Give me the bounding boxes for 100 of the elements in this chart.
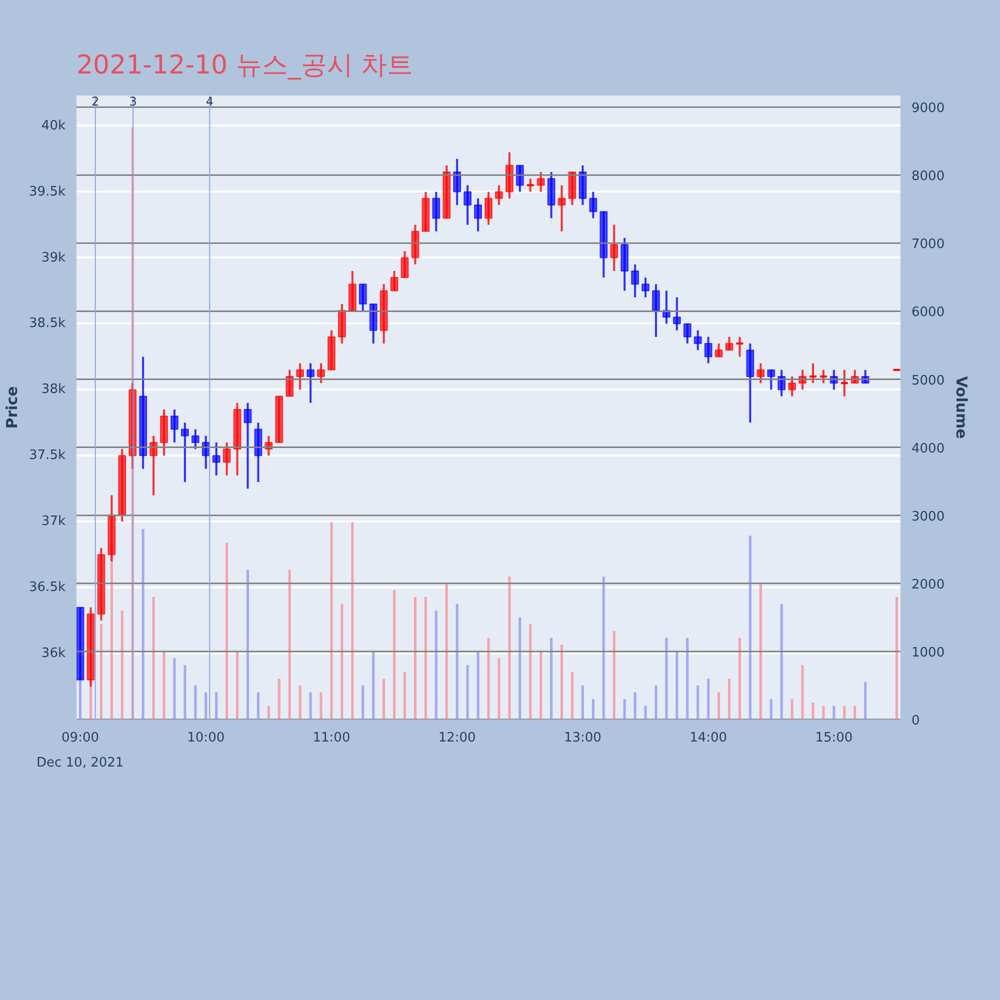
candlestick xyxy=(464,184,472,226)
candlestick xyxy=(358,283,367,312)
candlestick xyxy=(150,434,158,496)
bar xyxy=(456,604,458,720)
bar xyxy=(382,678,386,720)
bar xyxy=(759,583,762,720)
bar xyxy=(434,610,438,720)
bar xyxy=(393,590,396,720)
x-tick-label: 11:00 xyxy=(312,730,350,746)
candlestick xyxy=(631,263,640,298)
y2-tick-label: 9000 xyxy=(912,101,945,116)
bar xyxy=(288,570,291,720)
bar xyxy=(895,597,898,720)
candlestick xyxy=(453,158,462,206)
bar xyxy=(424,597,427,720)
candlestick xyxy=(495,184,503,206)
candlestick xyxy=(778,368,786,398)
candlestick xyxy=(767,368,776,391)
bar xyxy=(560,644,564,720)
candlestick xyxy=(432,190,440,232)
candlestick xyxy=(714,342,723,358)
y2-tick-label: 0 xyxy=(912,714,920,728)
y2-tick-label: 2000 xyxy=(912,577,945,592)
candlestick xyxy=(558,184,566,232)
bar xyxy=(748,536,752,720)
candlestick xyxy=(474,197,482,232)
candlestick xyxy=(212,441,220,476)
y2-axis-title: Volume xyxy=(952,376,971,439)
y-tick-label: 40k xyxy=(41,118,66,134)
y-tick-label: 38k xyxy=(41,382,66,398)
bar xyxy=(696,685,700,720)
bar xyxy=(581,685,584,720)
bar xyxy=(142,528,144,720)
candlestick xyxy=(400,250,409,279)
bar xyxy=(728,678,731,720)
bar xyxy=(320,692,322,720)
candlestick xyxy=(222,441,231,476)
bar xyxy=(801,665,804,720)
bar xyxy=(236,651,239,720)
bar xyxy=(654,685,658,720)
bar xyxy=(623,699,626,720)
bar xyxy=(550,638,553,720)
bar xyxy=(780,604,783,720)
candlestick xyxy=(704,336,712,364)
y-tick-label: 38.5k xyxy=(29,316,66,332)
bar xyxy=(120,610,124,720)
bar xyxy=(864,682,867,720)
candlestick xyxy=(244,402,252,490)
bar xyxy=(665,638,668,720)
bar xyxy=(362,685,364,720)
bar xyxy=(476,651,480,720)
bar xyxy=(644,706,647,720)
x-tick-label: 14:00 xyxy=(690,730,728,746)
candlestick xyxy=(286,368,294,398)
candlestick xyxy=(642,276,650,298)
candlestick xyxy=(694,329,702,352)
bar xyxy=(529,624,532,720)
bar xyxy=(854,706,856,720)
bar xyxy=(843,706,846,720)
bar xyxy=(194,685,197,720)
bar xyxy=(812,702,814,720)
bar xyxy=(309,692,312,720)
bar xyxy=(204,692,208,720)
y-tick-label: 39k xyxy=(41,250,66,266)
bar xyxy=(570,672,574,720)
candlestick xyxy=(589,190,598,220)
bar xyxy=(404,672,406,720)
bar xyxy=(770,699,772,720)
candlestick xyxy=(683,322,692,345)
bar xyxy=(592,699,594,720)
bar xyxy=(226,542,228,720)
bar xyxy=(256,692,260,720)
candlestick xyxy=(306,362,315,404)
y2-tick-label: 8000 xyxy=(912,169,945,184)
candlestick xyxy=(516,164,524,193)
bar xyxy=(676,651,678,720)
bar xyxy=(267,706,270,720)
text: Dec 10, 2021 xyxy=(36,756,124,770)
candlestick xyxy=(180,422,189,484)
y-tick-label: 37k xyxy=(41,514,66,530)
bar xyxy=(540,651,542,720)
bar xyxy=(298,685,302,720)
x-tick-label: 09:00 xyxy=(62,730,100,746)
bar xyxy=(162,651,166,720)
annotation: 4 xyxy=(206,94,214,108)
candlestick xyxy=(672,296,681,332)
x-tick-label: 12:00 xyxy=(438,730,476,746)
candlestick xyxy=(725,336,734,352)
y-tick-label: 36.5k xyxy=(29,580,66,596)
candlestick xyxy=(191,428,200,450)
candlestick xyxy=(536,171,545,193)
annotation: 3 xyxy=(129,94,137,108)
y-tick-label: 39.5k xyxy=(29,184,66,200)
bar xyxy=(718,692,720,720)
bar xyxy=(738,638,741,720)
bar xyxy=(351,522,354,720)
bar xyxy=(330,522,333,720)
bar xyxy=(518,617,522,720)
y2-tick-label: 4000 xyxy=(912,441,945,456)
bar xyxy=(686,638,689,720)
